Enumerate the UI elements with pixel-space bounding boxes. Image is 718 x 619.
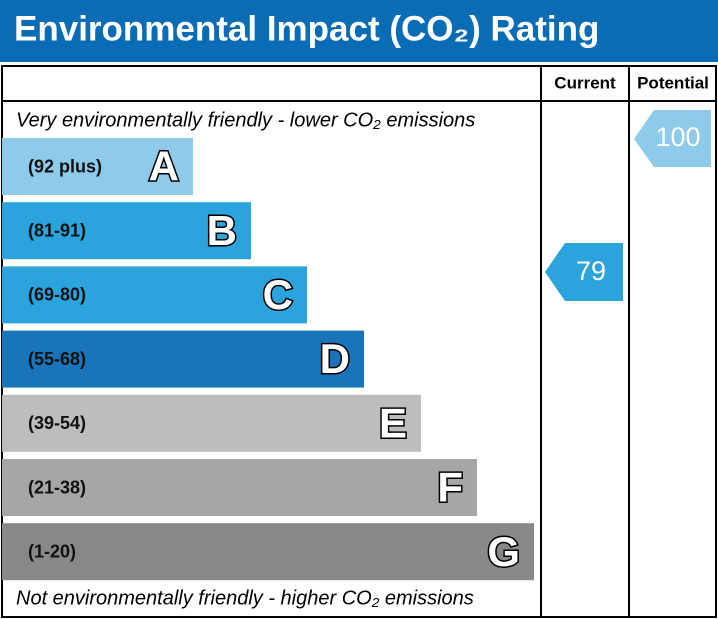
band-range: (39-54) (28, 413, 86, 433)
band-range: (1-20) (28, 541, 76, 561)
top-note: Very environmentally friendly - lower CO… (16, 109, 475, 131)
band-bar (2, 202, 251, 260)
bottom-note: Not environmentally friendly - higher CO… (16, 587, 474, 609)
band-bar (2, 523, 534, 581)
band-bar (2, 330, 364, 388)
band-range: (81-91) (28, 220, 86, 240)
band-bar (2, 266, 307, 324)
band-bar (2, 138, 193, 195)
band-letter: A (149, 143, 179, 190)
header-bar (0, 0, 718, 62)
band-letter: E (379, 399, 407, 446)
column-header: Current (554, 73, 616, 92)
potential-rating: 100 (655, 122, 700, 152)
title: Environmental Impact (CO₂) Rating (14, 9, 599, 48)
band-bar (2, 394, 421, 452)
band-letter: B (207, 207, 237, 254)
band-range: (21-38) (28, 477, 86, 497)
potential-arrow (634, 110, 711, 167)
column-header: Potential (637, 73, 709, 92)
band-range: (92 plus) (28, 156, 102, 176)
band-range: (69-80) (28, 285, 86, 305)
band-letter: F (437, 464, 463, 511)
band-range: (55-68) (28, 349, 86, 369)
band-letter: C (263, 271, 293, 318)
band-bar (2, 459, 477, 516)
band-letter: D (320, 335, 350, 382)
current-arrow (545, 243, 623, 301)
band-letter: G (487, 528, 520, 575)
current-rating: 79 (576, 256, 606, 286)
